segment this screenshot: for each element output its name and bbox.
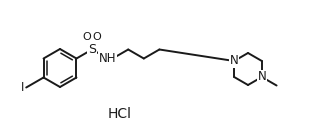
Text: N: N — [230, 54, 239, 67]
Text: N: N — [257, 70, 266, 83]
Text: NH: NH — [99, 52, 116, 65]
Text: S: S — [88, 43, 96, 56]
Text: O: O — [83, 32, 91, 42]
Text: I: I — [21, 81, 24, 94]
Text: HCl: HCl — [108, 107, 132, 121]
Text: O: O — [93, 32, 101, 42]
